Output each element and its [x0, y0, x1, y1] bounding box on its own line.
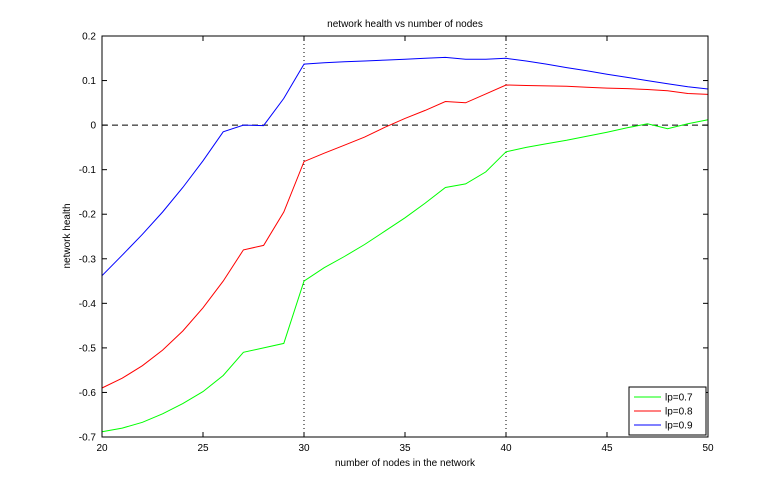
- series-layer: [101, 56, 709, 433]
- y-axis: -0.7 -0.6 -0.5 -0.4 -0.3 -0.2 -0.1 0 0.1 0.2: [79, 32, 708, 444]
- x-axis: 20 25 30 35 40 45 50: [96, 36, 714, 454]
- x-tick-label: 35: [399, 443, 411, 454]
- x-tick-label: 30: [298, 443, 310, 454]
- y-tick-label: 0: [90, 121, 96, 132]
- legend-label: lp=0.9: [665, 421, 693, 432]
- y-tick-label: 0.2: [82, 32, 96, 43]
- y-tick-label: -0.3: [79, 254, 97, 265]
- series-line-lp-0-7: [101, 119, 709, 433]
- y-axis-label: network health: [62, 203, 73, 268]
- y-tick-label: -0.5: [79, 343, 97, 354]
- series-line-lp-0-9: [101, 56, 709, 277]
- series-line-lp-0-8: [101, 84, 709, 389]
- y-tick-label: -0.4: [79, 299, 97, 310]
- x-tick-label: 50: [702, 443, 714, 454]
- x-tick-label: 20: [96, 443, 108, 454]
- legend: lp=0.7 lp=0.8 lp=0.9: [628, 386, 707, 436]
- x-axis-label: number of nodes in the network: [335, 458, 476, 469]
- y-tick-label: -0.6: [79, 388, 97, 399]
- legend-label: lp=0.8: [665, 407, 693, 418]
- plot-area: [102, 36, 708, 437]
- x-tick-label: 45: [601, 443, 613, 454]
- x-tick-label: 25: [197, 443, 209, 454]
- y-tick-label: 0.1: [82, 76, 96, 87]
- legend-label: lp=0.7: [665, 393, 693, 404]
- y-tick-label: -0.1: [79, 165, 97, 176]
- y-tick-label: -0.2: [79, 210, 97, 221]
- y-tick-label: -0.7: [79, 433, 97, 444]
- x-tick-label: 40: [500, 443, 512, 454]
- reference-lines: [102, 36, 708, 437]
- chart-title: network health vs number of nodes: [327, 19, 483, 30]
